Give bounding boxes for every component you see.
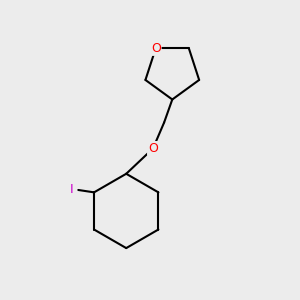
Text: O: O bbox=[148, 142, 158, 155]
Text: O: O bbox=[151, 42, 160, 55]
Text: I: I bbox=[70, 184, 74, 196]
